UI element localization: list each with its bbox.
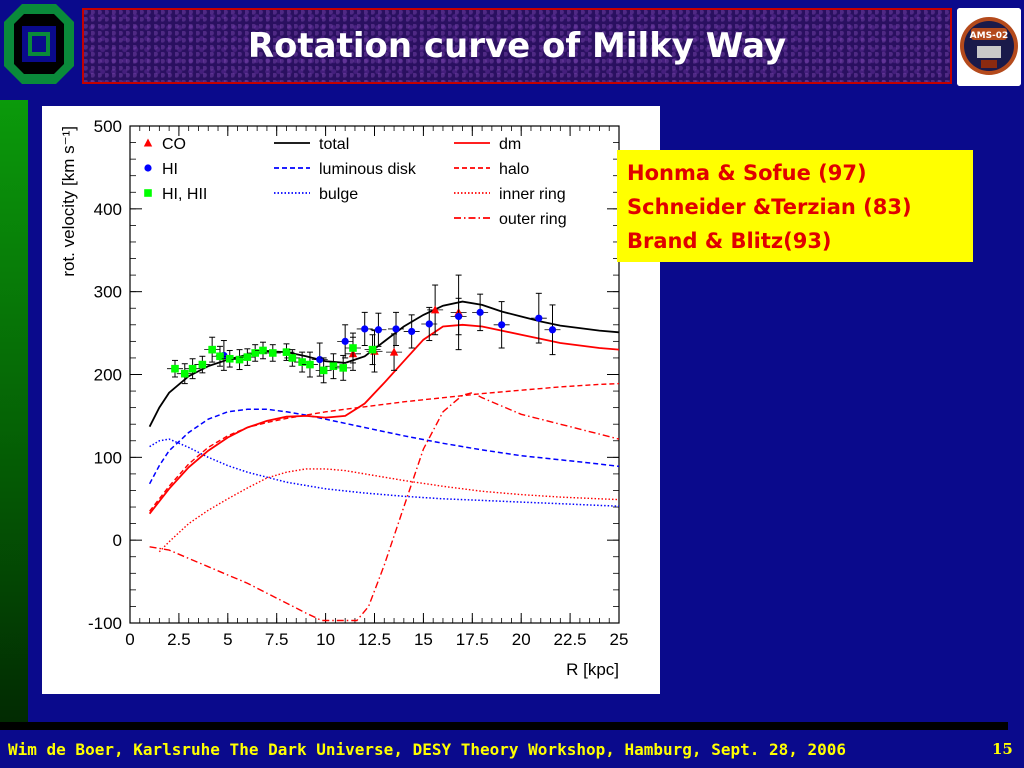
legend-label-bulge: bulge [319, 186, 358, 203]
curve-inner-ring [158, 468, 619, 553]
point-hi-hii [349, 344, 357, 352]
y-tick-label: 100 [94, 448, 122, 467]
reference-item: Brand & Blitz(93) [627, 229, 832, 253]
legend-label-outer-ring: outer ring [499, 211, 567, 228]
point-hi-hii [329, 362, 338, 371]
point-hi [316, 355, 324, 364]
left-accent-bar [0, 100, 28, 724]
x-tick-label: 17.5 [456, 630, 489, 649]
point-hi-hii [259, 346, 267, 355]
axes: 0 2.5 5 7.5 10 12.5 15 17.5 20 22.5 25-10001002003… [59, 117, 628, 679]
point-hi [374, 326, 383, 334]
point-hi-hii [319, 366, 328, 375]
x-tick-label: 5 [223, 630, 232, 649]
data-points [166, 274, 561, 385]
point-hi-hii [288, 354, 297, 362]
curve-bulge [149, 438, 619, 507]
legend-label-luminous-disk: luminous disk [319, 161, 417, 178]
slide-title: Rotation curve of Milky Way [247, 26, 787, 66]
point-hi-hii [306, 360, 314, 369]
chart-panel: 0 2.5 5 7.5 10 12.5 15 17.5 20 22.5 25 -100 0 100 200 3… [42, 106, 660, 694]
y-tick-label: 400 [94, 200, 122, 219]
legend-label-hi-hii: HI, HII [162, 186, 207, 203]
point-hi [341, 337, 349, 345]
point-hi-hii [188, 364, 197, 373]
point-hi-hii [298, 358, 306, 366]
legend-marker-hi [144, 164, 152, 172]
point-hi-hii [235, 355, 244, 364]
references-box: Honma & Sofue (97) Schneider &Terzian (8… [617, 150, 973, 262]
ams-mission-patch-icon: AMS-02 [957, 8, 1021, 86]
point-hi-hii [339, 364, 348, 372]
x-tick-label: 2.5 [167, 630, 191, 649]
point-hi [548, 326, 557, 334]
point-hi-hii [171, 364, 179, 373]
x-tick-label: 20 [512, 630, 531, 649]
model-curves [148, 300, 619, 622]
rotation-curve-chart: 0 2.5 5 7.5 10 12.5 15 17.5 20 22.5 25-10001002003… [59, 117, 628, 679]
point-hi-hii [208, 345, 216, 354]
point-co [430, 305, 440, 314]
ams-logo-text: AMS-02 [970, 31, 1009, 41]
point-hi-hii [282, 348, 291, 356]
x-tick-label: 7.5 [265, 630, 289, 649]
x-tick-label: 12.5 [358, 630, 391, 649]
y-tick-label: 500 [94, 117, 122, 136]
point-hi [535, 314, 543, 322]
point-co [389, 347, 399, 356]
point-hi [408, 327, 416, 336]
footer-text: Wim de Boer, Karlsruhe The Dark Universe… [8, 740, 847, 759]
x-tick-label: 25 [610, 630, 629, 649]
curve-luminous-disk [148, 408, 619, 485]
legend-marker-hi-hii [144, 189, 152, 197]
legend-label-co: CO [162, 136, 186, 153]
page-number: 15 [992, 740, 1013, 758]
reference-item: Schneider &Terzian (83) [627, 195, 912, 219]
point-hi [455, 312, 463, 321]
point-hi-hii [198, 360, 207, 369]
x-tick-label: 22.5 [554, 630, 587, 649]
legend-label-hi: HI [162, 161, 178, 178]
point-hi-hii [243, 353, 252, 361]
point-hi [392, 325, 400, 333]
x-tick-label: 0 [125, 630, 134, 649]
point-hi [425, 320, 433, 328]
x-tick-label: 10 [316, 630, 335, 649]
title-banner: Rotation curve of Milky Way [82, 8, 952, 84]
y-axis-title: rot. velocity [km s⁻¹] [59, 126, 78, 277]
reference-item: Honma & Sofue (97) [627, 161, 867, 185]
x-axis-title: R [kpc] [566, 660, 619, 679]
legend-label-total: total [319, 136, 349, 153]
point-hi-hii [268, 349, 277, 357]
point-hi [476, 308, 484, 316]
point-hi-hii [216, 352, 224, 361]
y-tick-label: -100 [88, 614, 122, 633]
legend-label-dm: dm [499, 136, 521, 153]
point-hi-hii [225, 354, 234, 363]
y-tick-label: 200 [94, 366, 122, 385]
point-hi-hii [251, 349, 259, 357]
y-tick-label: 300 [94, 283, 122, 302]
point-hi-hii [368, 345, 377, 354]
legend-marker-co [143, 138, 153, 147]
curve-dm [148, 323, 619, 515]
point-hi [498, 321, 506, 329]
university-logo-icon [4, 4, 74, 84]
y-tick-label: 0 [113, 531, 122, 550]
curve-outer-ring [149, 391, 619, 622]
point-hi [361, 325, 369, 333]
x-tick-label: 15 [414, 630, 433, 649]
legend-label-inner-ring: inner ring [499, 186, 566, 203]
legend-label-halo: halo [499, 161, 529, 178]
point-hi-hii [180, 369, 189, 378]
bottom-divider [0, 722, 1008, 730]
legend: CO HI HI, HII total luminous disk bulge dm halo… [143, 136, 567, 228]
curve-halo [149, 382, 619, 512]
